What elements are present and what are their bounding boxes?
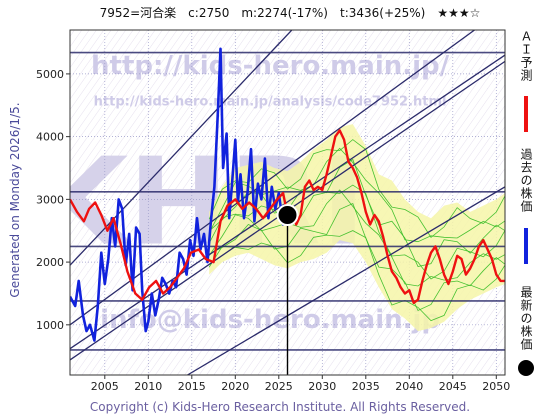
plot-content: KHRIhttp://kids-hero.main.jp/http://kids… xyxy=(70,30,505,375)
x-tick-label-2020: 2020 xyxy=(221,380,249,393)
legend-latest-label: 最新の株価 xyxy=(519,286,533,351)
trend-line-1 xyxy=(70,30,293,266)
watermark-url: http://kids-hero.main.jp/ xyxy=(91,51,450,81)
chart-title: 7952=河合楽 c:2750 m:2274(-17%) t:3436(+25%… xyxy=(99,6,481,20)
y-tick-label-4000: 4000 xyxy=(36,131,64,144)
x-tick-label-2035: 2035 xyxy=(352,380,380,393)
scenario-line-1 xyxy=(208,230,505,322)
legend-ai-swatch xyxy=(524,96,528,132)
x-tick-label-2030: 2030 xyxy=(308,380,336,393)
watermark-email: info@kids-hero.main.jp xyxy=(100,305,440,335)
x-tick-label-2025: 2025 xyxy=(265,380,293,393)
x-tick-label-2010: 2010 xyxy=(134,380,162,393)
past-price-line xyxy=(70,47,289,342)
watermark-url-analysis: http://kids-hero.main.jp/analysis/code79… xyxy=(94,94,447,109)
x-tick-label-2005: 2005 xyxy=(91,380,119,393)
trend-line-5 xyxy=(187,186,505,375)
legend-ai-label: ＡＩ予測 xyxy=(519,30,533,82)
legend: ＡＩ予測 過去の株価 最新の株価 xyxy=(510,10,550,390)
legend-past-label: 過去の株価 xyxy=(519,148,533,213)
legend-past-swatch xyxy=(524,228,528,264)
y-tick-label-5000: 5000 xyxy=(36,68,64,81)
x-tick-label-2015: 2015 xyxy=(178,380,206,393)
latest-price-dot xyxy=(276,204,299,227)
ai-forecast-line xyxy=(70,129,505,305)
price-chart: KHRIhttp://kids-hero.main.jp/http://kids… xyxy=(36,29,510,393)
copyright: Copyright (c) Kids-Hero Research Institu… xyxy=(89,400,471,414)
scenario-line-7 xyxy=(208,139,505,238)
legend-latest-dot xyxy=(518,360,534,376)
plot-frame xyxy=(69,29,506,376)
y-tick-label-2000: 2000 xyxy=(36,256,64,269)
x-tick-label-2045: 2045 xyxy=(439,380,467,393)
y-tick-label-3000: 3000 xyxy=(36,193,64,206)
trend-line-2 xyxy=(70,30,475,326)
x-tick-label-2040: 2040 xyxy=(395,380,423,393)
y-tick-label-1000: 1000 xyxy=(36,319,64,332)
x-tick-label-2050: 2050 xyxy=(482,380,510,393)
scenario-line-3 xyxy=(208,189,505,287)
